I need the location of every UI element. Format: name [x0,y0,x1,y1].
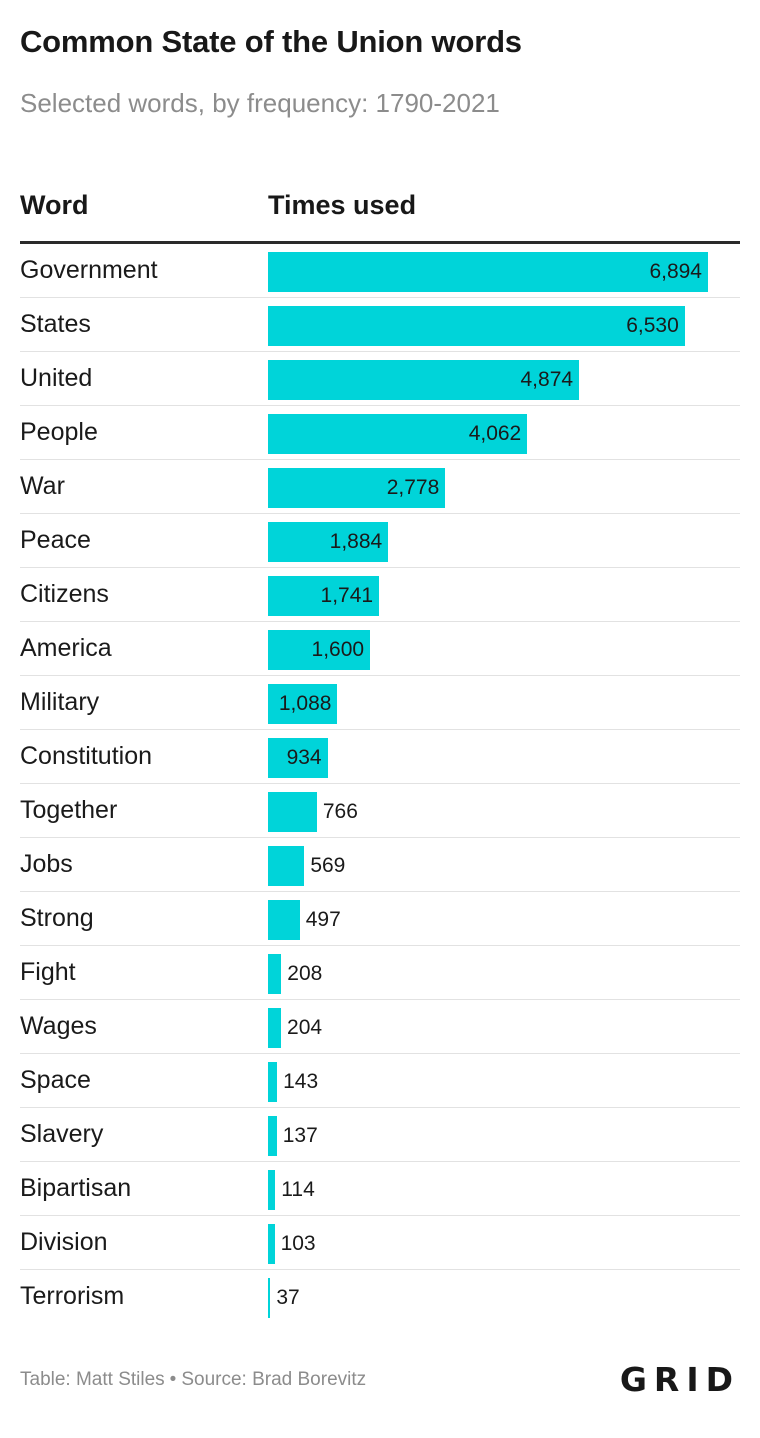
table-row: Together 766 [20,784,740,838]
table-row: United 4,874 [20,352,740,406]
word-label: Terrorism [20,1282,125,1310]
footer-credits: Table: Matt Stiles • Source: Brad Borevitz [20,1369,366,1391]
bar-value-label: 6,894 [649,260,702,283]
table-row: Constitution 934 [20,730,740,784]
table-row: War 2,778 [20,460,740,514]
table-row: America 1,600 [20,622,740,676]
word-label: People [20,418,98,446]
word-label: Constitution [20,742,153,770]
table-row: Peace 1,884 [20,514,740,568]
bar-value-label: 143 [283,1070,319,1093]
bar-value-label: 103 [280,1232,316,1255]
bar-value-label: 4,062 [468,422,522,445]
bar [268,954,282,994]
bar [268,792,317,832]
table-row: Bipartisan 114 [20,1162,740,1216]
bar [268,414,528,454]
word-label: Citizens [20,580,109,608]
bar-value-label: 204 [287,1016,323,1039]
table-row: Strong 497 [20,892,740,946]
word-label: Fight [20,958,76,986]
table-row: Space 143 [20,1054,740,1108]
table-row: Wages 204 [20,1000,740,1054]
grid-logo: GRID [619,1360,740,1399]
bar-value-label: 37 [276,1286,300,1309]
bar-value-label: 1,741 [320,584,374,607]
bar [268,468,446,508]
word-label: Strong [20,904,94,932]
table-body: Government 6,894 States 6,530 United 4,874 Peo… [20,244,740,1324]
bar [268,684,338,724]
column-header-times-used: Times used [268,190,417,220]
bar-value-label: 569 [310,854,346,877]
bar-value-label: 1,600 [311,638,365,661]
bar-value-label: 1,088 [278,692,332,715]
table-row: Slavery 137 [20,1108,740,1162]
word-label: Military [20,688,100,716]
footer-separator: • [169,1369,177,1390]
table-row: States 6,530 [20,298,740,352]
bar [268,630,371,670]
word-label: America [20,634,112,662]
bar [268,1116,277,1156]
word-label: Division [20,1228,108,1256]
bar [268,1008,282,1048]
chart-subtitle: Selected words, by frequency: 1790-2021 [20,88,500,118]
word-label: Together [20,796,118,824]
bar [268,738,328,778]
bar-value-label: 208 [287,962,323,985]
table-row: Military 1,088 [20,676,740,730]
bar [268,1170,276,1210]
bar-value-label: 114 [281,1178,315,1201]
word-label: Peace [20,526,91,554]
table-row: Fight 208 [20,946,740,1000]
table-row: Citizens 1,741 [20,568,740,622]
bar-value-label: 2,778 [386,476,440,499]
word-label: Slavery [20,1120,104,1148]
word-label: Jobs [20,850,73,878]
table-row: Terrorism 37 [20,1270,740,1324]
footer-credit: Table: Matt Stiles [20,1369,165,1390]
bar-value-label: 6,530 [626,314,679,337]
header-divider [20,241,740,244]
bar [268,360,580,400]
bar [268,252,708,292]
bar-value-label: 1,884 [329,530,383,553]
bar [268,576,380,616]
word-label: Government [20,256,158,284]
column-header-word: Word [20,190,89,220]
table-row: People 4,062 [20,406,740,460]
bar [268,1278,271,1318]
word-label: States [20,310,91,338]
word-label: United [20,364,93,392]
bar [268,522,389,562]
bar-value-label: 137 [282,1124,318,1147]
chart-title: Common State of the Union words [20,24,522,59]
table-row: Division 103 [20,1216,740,1270]
bar [268,900,300,940]
table-row: Government 6,894 [20,244,740,298]
bar [268,1062,278,1102]
word-label: Bipartisan [20,1174,132,1202]
footer-source: Source: Brad Borevitz [181,1369,367,1390]
bar [268,846,305,886]
bar [268,1224,275,1264]
bar-value-label: 4,874 [520,368,574,391]
bar-value-label: 934 [286,746,322,769]
word-label: Space [20,1066,91,1094]
word-label: War [20,472,65,500]
table-row: Jobs 569 [20,838,740,892]
word-label: Wages [20,1012,97,1040]
bar-value-label: 497 [305,908,341,931]
bar [268,306,685,346]
bar-value-label: 766 [322,800,358,823]
